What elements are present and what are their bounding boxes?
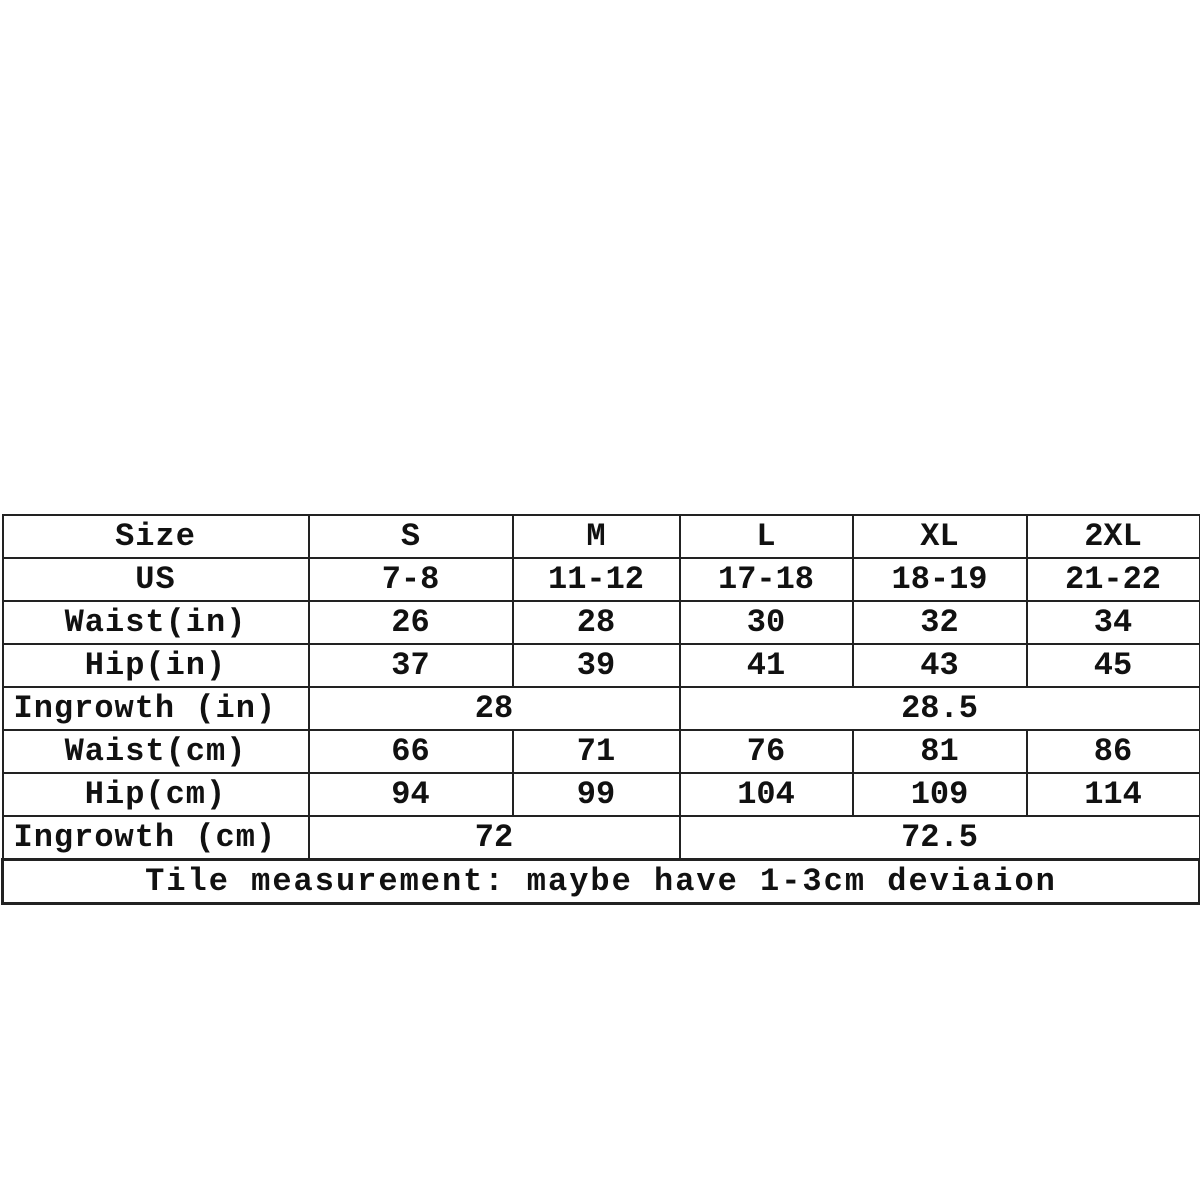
cell-merged: 72.5 <box>678 815 1200 861</box>
cell-merged: 72 <box>307 815 681 861</box>
table-row-ingrowth-cm: Ingrowth (cm) 72 72.5 <box>1 815 1200 861</box>
table-row-hip-cm: Hip(cm) 94 99 104 109 114 <box>1 772 1200 817</box>
row-label: Ingrowth (cm) <box>1 815 310 861</box>
cell: 32 <box>851 600 1028 645</box>
table-row-ingrowth-in: Ingrowth (in) 28 28.5 <box>1 686 1200 731</box>
cell: 30 <box>678 600 854 645</box>
cell: 39 <box>511 643 681 688</box>
size-2xl: 2XL <box>1025 514 1200 559</box>
table-row-waist-cm: Waist(cm) 66 71 76 81 86 <box>1 729 1200 774</box>
cell: 71 <box>511 729 681 774</box>
row-label: Ingrowth (in) <box>1 686 310 731</box>
cell: 41 <box>678 643 854 688</box>
table-row-us: US 7-8 11-12 17-18 18-19 21-22 <box>1 557 1200 602</box>
size-s: S <box>307 514 514 559</box>
cell: 34 <box>1025 600 1200 645</box>
table-row-hip-in: Hip(in) 37 39 41 43 45 <box>1 643 1200 688</box>
cell: 45 <box>1025 643 1200 688</box>
size-l: L <box>678 514 854 559</box>
cell: 21-22 <box>1025 557 1200 602</box>
row-label: US <box>1 557 310 602</box>
cell: 37 <box>307 643 514 688</box>
cell: 18-19 <box>851 557 1028 602</box>
cell: 28 <box>511 600 681 645</box>
cell: 11-12 <box>511 557 681 602</box>
cell: 114 <box>1025 772 1200 817</box>
cell: 76 <box>678 729 854 774</box>
cell: 99 <box>511 772 681 817</box>
table-row-waist-in: Waist(in) 26 28 30 32 34 <box>1 600 1200 645</box>
cell-merged: 28 <box>307 686 681 731</box>
cell: 26 <box>307 600 514 645</box>
table-row-size: Size S M L XL 2XL <box>1 514 1200 559</box>
row-label: Hip(cm) <box>1 772 310 817</box>
cell-merged: 28.5 <box>678 686 1200 731</box>
size-m: M <box>511 514 681 559</box>
cell: 104 <box>678 772 854 817</box>
measurement-note: Tile measurement: maybe have 1-3cm devia… <box>1 858 1200 905</box>
row-label: Hip(in) <box>1 643 310 688</box>
cell: 109 <box>851 772 1028 817</box>
row-label: Size <box>1 514 310 559</box>
cell: 7-8 <box>307 557 514 602</box>
table-row-note: Tile measurement: maybe have 1-3cm devia… <box>1 858 1200 905</box>
cell: 86 <box>1025 729 1200 774</box>
cell: 66 <box>307 729 514 774</box>
cell: 81 <box>851 729 1028 774</box>
row-label: Waist(in) <box>1 600 310 645</box>
size-chart-table: Size S M L XL 2XL US 7-8 11-12 17-18 18-… <box>1 514 1200 905</box>
cell: 17-18 <box>678 557 854 602</box>
size-xl: XL <box>851 514 1028 559</box>
cell: 43 <box>851 643 1028 688</box>
cell: 94 <box>307 772 514 817</box>
row-label: Waist(cm) <box>1 729 310 774</box>
